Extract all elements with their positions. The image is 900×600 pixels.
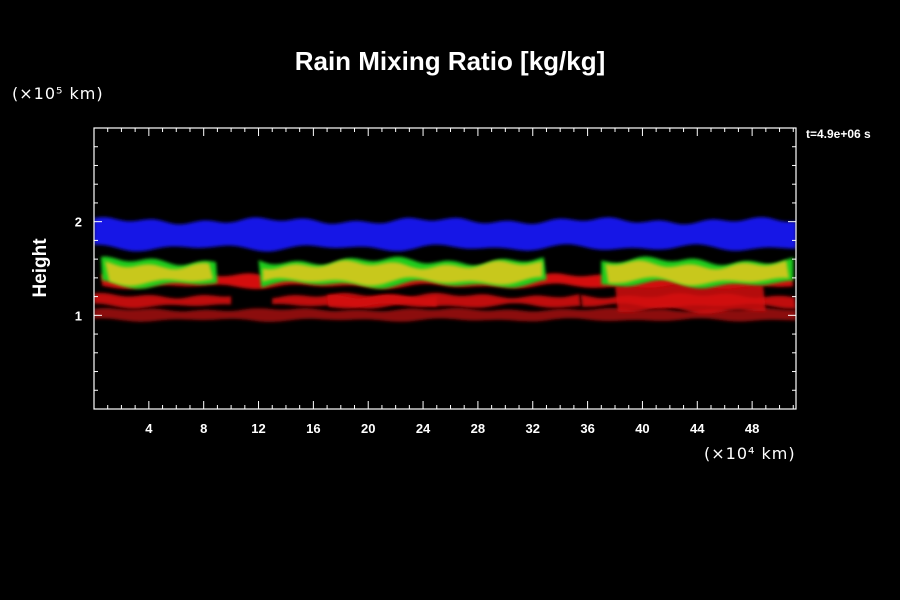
x-tick-label: 16 <box>306 421 320 436</box>
x-tick-label: 12 <box>251 421 265 436</box>
blue-layer <box>94 217 796 252</box>
x-tick-label: 24 <box>416 421 431 436</box>
red-middle-layer <box>94 292 232 309</box>
y-axis-unit: (×10⁵ km) <box>12 84 104 103</box>
yellow-layer <box>105 261 214 286</box>
y-tick-label: 1 <box>75 308 82 323</box>
x-tick-label: 48 <box>745 421 759 436</box>
y-tick-label: 2 <box>75 215 82 230</box>
x-tick-label: 20 <box>361 421 375 436</box>
x-tick-label: 4 <box>145 421 153 436</box>
plot-frame <box>93 127 797 410</box>
x-tick-label: 28 <box>471 421 485 436</box>
yellow-layer <box>605 260 790 286</box>
x-axis-unit: (×10⁴ km) <box>704 444 796 463</box>
x-tick-label: 36 <box>580 421 594 436</box>
x-tick-label: 40 <box>635 421 649 436</box>
time-stamp: t=4.9e+06 s <box>806 127 871 141</box>
field-layers <box>94 217 796 322</box>
x-tick-label: 44 <box>690 421 705 436</box>
yellow-layer <box>262 260 543 286</box>
x-tick-label: 32 <box>526 421 540 436</box>
chart-title: Rain Mixing Ratio [kg/kg] <box>294 46 606 76</box>
x-tick-label: 8 <box>200 421 207 436</box>
red-middle-layer <box>327 292 581 309</box>
